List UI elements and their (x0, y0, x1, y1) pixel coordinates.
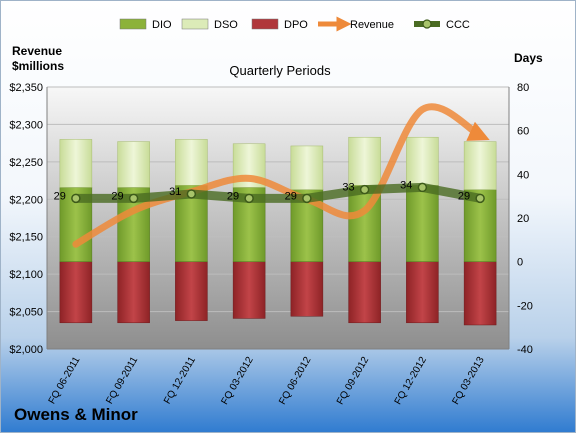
ccc-point (417, 182, 428, 193)
ccc-point (475, 193, 485, 204)
x-tick-label: FQ 12-2012 (393, 355, 429, 407)
x-tick-label: FQ 09-2011 (104, 355, 140, 406)
bar-dpo (348, 261, 381, 324)
legend-swatch-dso (181, 18, 209, 30)
right-tick-label: 80 (517, 82, 529, 94)
legend-swatch-dio (119, 18, 147, 30)
bar-dpo (290, 261, 324, 317)
legend-label-dso: DSO (214, 19, 238, 31)
chart-title: Quarterly Periods (229, 63, 331, 78)
left-axis-label-line1: Revenue (12, 44, 62, 58)
ccc-data-label: 29 (54, 190, 66, 202)
left-tick-label: $2,050 (9, 307, 43, 319)
left-tick-label: $2,000 (9, 344, 43, 356)
company-name: Owens & Minor (14, 405, 138, 424)
legend-swatch-dpo (251, 18, 279, 30)
ccc-data-label: 34 (400, 179, 412, 191)
ccc-data-label: 29 (111, 190, 123, 202)
left-tick-label: $2,350 (9, 82, 43, 94)
bar-dpo (232, 261, 266, 319)
right-tick-label: -20 (517, 300, 533, 312)
left-axis-label-line2: $millions (12, 59, 64, 73)
bar-dso (59, 139, 93, 188)
bar-dso (175, 139, 208, 186)
legend: DIO DSO DPO Revenue CCC (119, 16, 470, 32)
bar-dso (117, 141, 150, 188)
bar-dso (290, 145, 324, 190)
x-tick-label: FQ 06-2012 (277, 355, 313, 407)
ccc-data-label: 29 (458, 190, 470, 202)
ccc-point (71, 193, 81, 204)
bar-dso (348, 136, 381, 186)
ccc-data-label: 29 (227, 190, 239, 202)
x-tick-label: FQ 12-2011 (162, 355, 198, 406)
bar-dpo (175, 261, 208, 321)
bar-dpo (406, 261, 439, 324)
ccc-series: 29 29 31 29 29 33 34 29 (54, 179, 485, 204)
legend-swatch-ccc-marker (422, 19, 432, 29)
left-tick-label: $2,250 (9, 157, 43, 169)
bar-dso (406, 136, 439, 186)
bar-dpo (117, 261, 150, 324)
ccc-line (75, 182, 481, 203)
ccc-data-label: 33 (342, 182, 354, 194)
right-tick-label: 20 (517, 213, 529, 225)
bar-dio (406, 185, 439, 262)
left-tick-label: $2,200 (9, 194, 43, 206)
ccc-data-label: 29 (285, 190, 297, 202)
ccc-data-label: 31 (169, 186, 181, 198)
right-tick-label: 0 (517, 257, 523, 269)
left-tick-label: $2,150 (9, 232, 43, 244)
left-tick-label: $2,100 (9, 269, 43, 281)
x-tick-label: FQ 06-2011 (47, 355, 83, 406)
ccc-point (244, 193, 254, 204)
ccc-point (302, 193, 312, 204)
legend-label-dio: DIO (152, 19, 172, 31)
x-tick-label: FQ 03-2013 (451, 355, 487, 407)
bar-dpo (463, 261, 497, 326)
legend-label-ccc: CCC (446, 19, 470, 31)
right-tick-label: 60 (517, 126, 529, 138)
x-tick-label: FQ 09-2012 (335, 355, 371, 407)
right-tick-label: 40 (517, 169, 529, 181)
bar-dpo (59, 261, 93, 324)
left-tick-label: $2,300 (9, 119, 43, 131)
ccc-point (128, 193, 139, 204)
legend-label-dpo: DPO (284, 19, 308, 31)
right-axis-label: Days (514, 51, 543, 65)
x-tick-label: FQ 03-2012 (220, 355, 256, 407)
legend-label-revenue: Revenue (350, 19, 394, 31)
ccc-point (359, 184, 370, 195)
right-tick-label: -40 (517, 344, 533, 356)
ccc-point (186, 189, 197, 199)
bar-dso (463, 141, 497, 190)
